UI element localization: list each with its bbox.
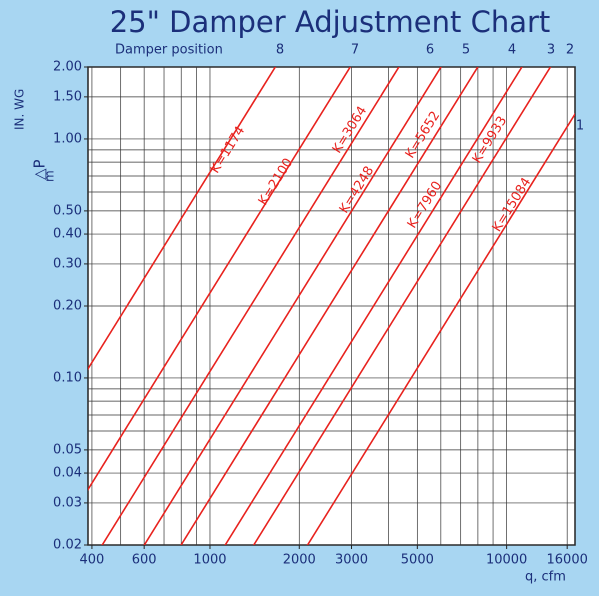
y-label-group: △P m IN. WG	[13, 89, 57, 182]
k-line	[180, 67, 479, 545]
top-label: Damper position	[115, 43, 223, 58]
k-line	[252, 67, 552, 545]
y-label: △P	[31, 159, 49, 180]
k-line	[306, 112, 575, 545]
y-label-sub: m	[43, 170, 57, 182]
k-line	[143, 67, 442, 545]
x-tick-label: 3000	[335, 553, 368, 568]
k-line	[101, 67, 400, 545]
x-tick-label: 10000	[486, 553, 527, 568]
damper-position: 6	[426, 43, 434, 58]
y-tick-label: 0.50	[53, 203, 82, 218]
x-tick-label: 1000	[193, 553, 226, 568]
x-tick-label: 5000	[401, 553, 434, 568]
k-line	[88, 67, 352, 492]
y-tick-label: 1.50	[53, 89, 82, 104]
chart-title: 25" Damper Adjustment Chart	[110, 5, 551, 39]
damper-position: 5	[462, 43, 470, 58]
x-label: q, cfm	[525, 570, 566, 585]
y-tick-label: 1.00	[53, 131, 82, 146]
damper-position: 8	[276, 43, 284, 58]
k-line	[88, 67, 277, 371]
damper-position: 7	[351, 43, 359, 58]
damper-position: 3	[547, 43, 555, 58]
y-tick-label: 0.40	[53, 227, 82, 242]
x-tick-label: 2000	[283, 553, 316, 568]
y-units: IN. WG	[13, 89, 27, 130]
y-tick-label: 0.05	[53, 442, 82, 457]
y-tick-label: 0.30	[53, 256, 82, 271]
y-tick-label: 0.02	[53, 538, 82, 553]
y-tick-label: 0.04	[53, 466, 82, 481]
damper-position: 2	[566, 43, 574, 58]
x-tick-label: 600	[132, 553, 157, 568]
y-tick-label: 0.10	[53, 370, 82, 385]
y-tick-label: 2.00	[53, 60, 82, 75]
k-line	[224, 67, 523, 545]
x-tick-label: 16000	[547, 553, 588, 568]
y-tick-label: 0.03	[53, 495, 82, 510]
damper-position: 4	[508, 43, 516, 58]
y-tick-label: 0.20	[53, 299, 82, 314]
x-tick-label: 400	[80, 553, 105, 568]
damper-position: 1	[576, 119, 584, 134]
